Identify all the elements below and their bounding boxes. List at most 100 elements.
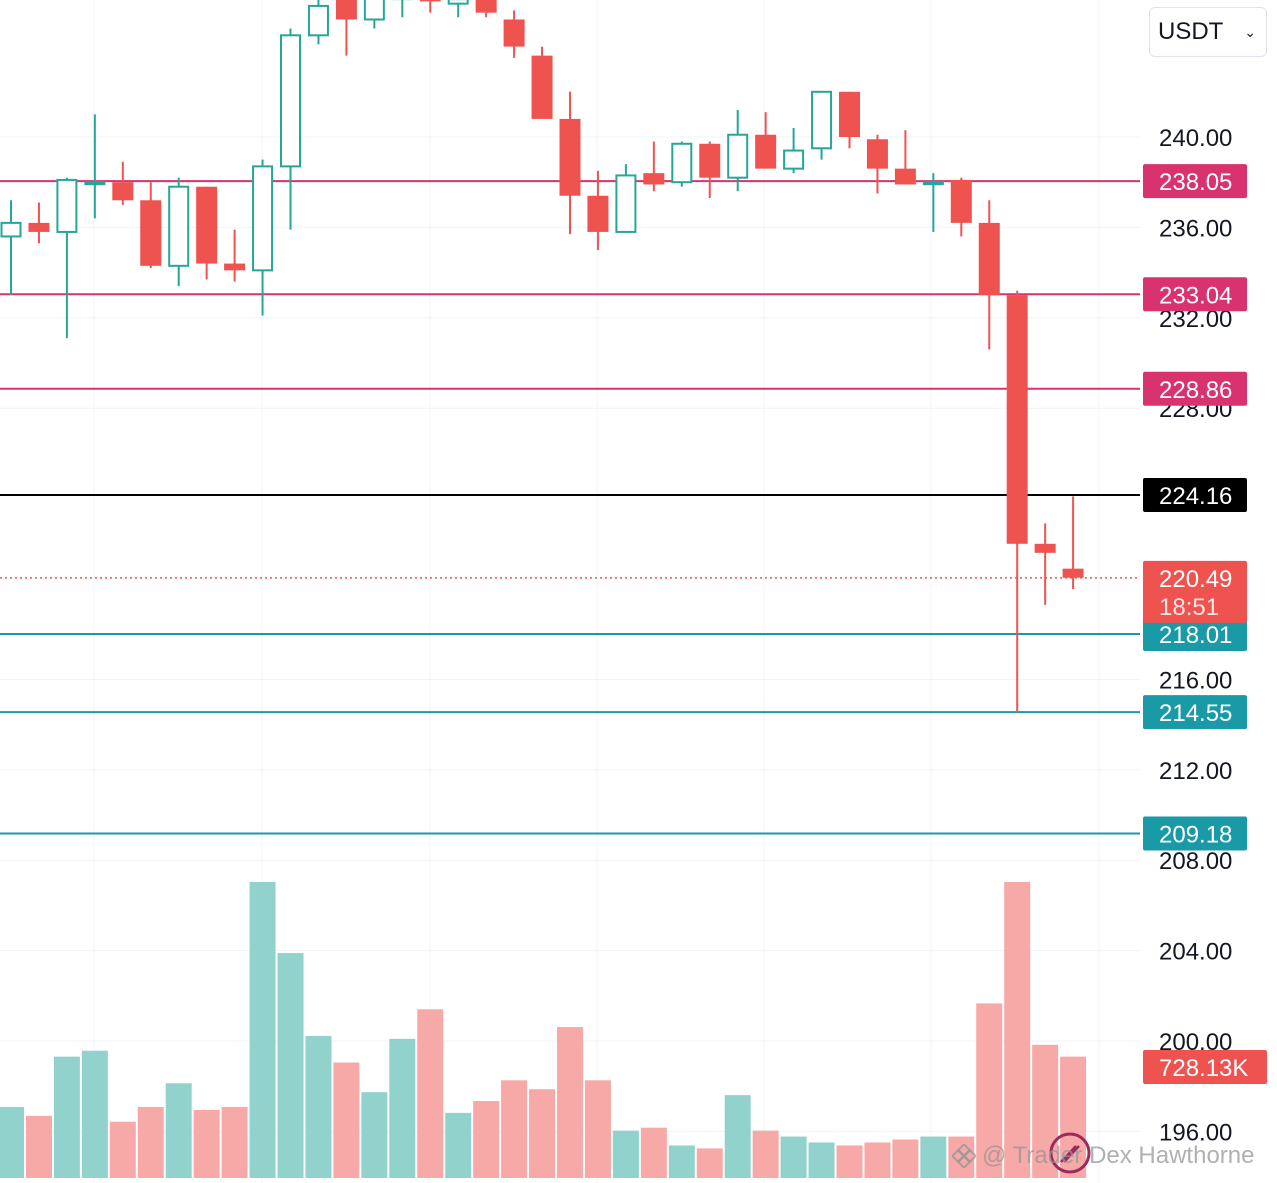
candle [447, 0, 469, 18]
price-tag [1143, 816, 1247, 851]
candle [252, 159, 274, 316]
volume-bar [584, 1080, 611, 1178]
candle-body [615, 174, 637, 233]
candle-body [503, 19, 525, 47]
volume-bar [137, 1106, 164, 1178]
volume-tag-label: 728.13K [1159, 1055, 1248, 1082]
volume-bars [0, 882, 1087, 1178]
volume-bar [81, 1050, 108, 1178]
candle-body [866, 139, 888, 169]
price-tick-label: 240.00 [1159, 125, 1232, 152]
candle [755, 112, 777, 169]
volume-bar [361, 1092, 388, 1178]
pen-badge-ring [1049, 1132, 1091, 1174]
candle-body [894, 168, 916, 185]
countdown-label: 18:51 [1159, 594, 1219, 621]
volume-bar [612, 1130, 639, 1178]
price-tick-label: 212.00 [1159, 758, 1232, 785]
volume-bar [445, 1112, 472, 1178]
volume-bar [53, 1056, 80, 1178]
price-tick-label: 196.00 [1159, 1119, 1232, 1146]
volume-bar [920, 1136, 947, 1178]
price-tag-label: 218.01 [1159, 622, 1232, 649]
volume-bar [305, 1035, 332, 1178]
volume-bar [417, 1009, 444, 1178]
volume-bar [333, 1062, 360, 1178]
volume-bar [668, 1145, 695, 1178]
volume-bar [109, 1121, 136, 1178]
volume-bar [165, 1083, 192, 1178]
price-tag-label: 228.86 [1159, 377, 1232, 404]
candle [811, 90, 833, 160]
candle [475, 0, 497, 18]
price-tag [1143, 695, 1247, 730]
volume-bar [277, 953, 304, 1178]
candle [922, 173, 944, 232]
candle-body [280, 34, 301, 168]
candle-body [643, 173, 665, 185]
candle-body [475, 0, 497, 13]
candle-body [783, 149, 805, 170]
candle-body [224, 263, 246, 271]
volume-bar [221, 1106, 248, 1178]
candle-body [1006, 295, 1028, 544]
candle [0, 200, 22, 296]
candle [978, 200, 1000, 350]
candle-body [922, 181, 944, 186]
price-tag [1143, 371, 1247, 406]
price-tag-label: 209.18 [1159, 822, 1232, 849]
volume-bar [808, 1142, 835, 1178]
last-price-label: 220.49 [1159, 566, 1232, 593]
candle [950, 177, 972, 237]
watermark: @ Trader Dex Hawthorne [952, 1138, 1254, 1174]
candle-body [335, 0, 357, 20]
volume-bar [696, 1148, 723, 1178]
candle [1062, 496, 1084, 589]
candle [1006, 290, 1028, 712]
price-tag [1143, 477, 1247, 512]
price-tag-label: 238.05 [1159, 169, 1232, 196]
volume-bar [529, 1089, 556, 1178]
candle-body [1034, 543, 1056, 553]
candle [1034, 523, 1056, 605]
candle-body [671, 142, 693, 184]
volume-bar [724, 1095, 751, 1178]
volume-bar [836, 1145, 863, 1178]
candle-body [839, 91, 860, 137]
candle-body [559, 118, 581, 196]
binance-logo-icon [952, 1144, 976, 1168]
currency-select[interactable]: USDT ⌄ [1149, 7, 1267, 57]
candle-body [196, 186, 218, 264]
candle [615, 164, 637, 233]
candle [894, 130, 916, 185]
price-tag [1143, 616, 1247, 651]
candle [112, 161, 134, 205]
volume-bar [193, 1109, 220, 1178]
candle [140, 182, 162, 269]
candle-body [84, 181, 106, 186]
volume-bar [976, 1003, 1003, 1178]
price-tag [1143, 277, 1247, 312]
candle [363, 0, 385, 29]
candle-body [168, 185, 190, 267]
candle [727, 109, 749, 192]
candle-body [978, 222, 1000, 296]
candle [866, 134, 888, 194]
chevron-down-icon: ⌄ [1244, 23, 1256, 40]
candle-body [531, 55, 553, 119]
watermark-text: @ Trader Dex Hawthorne [982, 1142, 1255, 1169]
candle-body [363, 0, 385, 21]
candle [196, 186, 218, 280]
candle [587, 170, 609, 250]
price-tick-label: 236.00 [1159, 215, 1232, 242]
candle-body [419, 0, 441, 2]
candle [783, 127, 805, 174]
candle-body [56, 178, 78, 233]
candle-body [252, 165, 274, 272]
candle-body [307, 4, 329, 37]
volume-bar [752, 1130, 779, 1178]
volume-bar [501, 1080, 528, 1178]
last-price-tag [1143, 560, 1247, 623]
candle [28, 202, 50, 244]
